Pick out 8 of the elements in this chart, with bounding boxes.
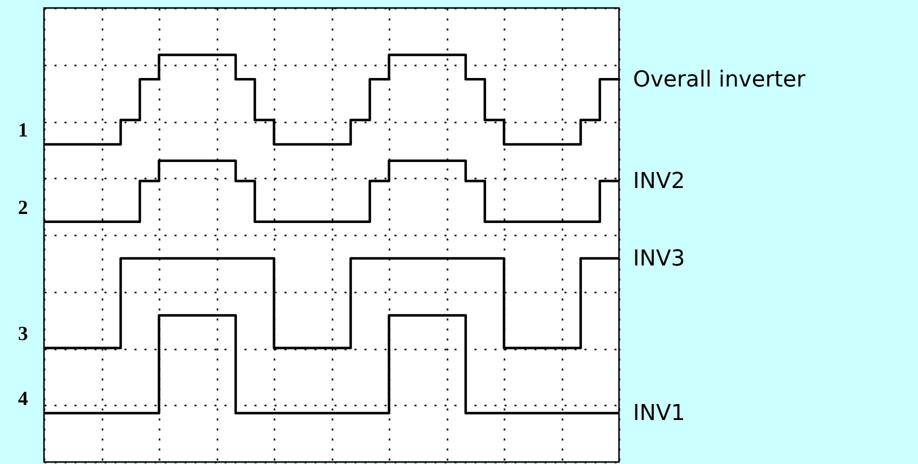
text: 3: [18, 322, 28, 345]
series-label: INV2: [633, 169, 685, 194]
text: 1: [18, 119, 28, 142]
text: 2: [18, 196, 28, 219]
series-label: Overall inverter: [633, 67, 806, 92]
series-label: INV1: [633, 401, 685, 426]
series-label: INV3: [633, 246, 685, 272]
text: 4: [18, 388, 28, 410]
